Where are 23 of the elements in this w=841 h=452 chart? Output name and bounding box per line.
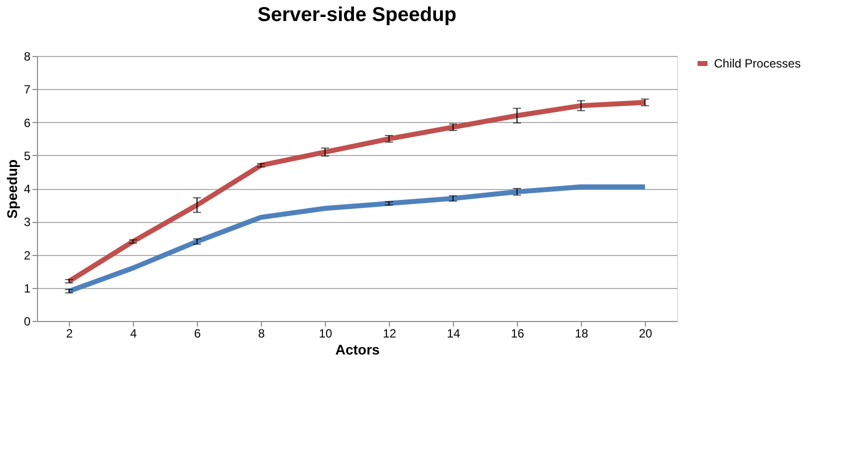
- x-axis-title: Actors: [335, 342, 380, 358]
- x-tick-label: 6: [194, 326, 202, 340]
- y-tick-label: 2: [24, 248, 31, 262]
- y-tick-label: 6: [24, 116, 31, 130]
- x-tick-label: 14: [446, 326, 460, 340]
- y-tick-label: 0: [24, 314, 31, 328]
- x-tick-label: 16: [510, 326, 524, 340]
- y-tick-label: 3: [24, 215, 31, 230]
- chart-title: Server-side Speedup: [258, 4, 456, 26]
- x-tick-label: 8: [258, 326, 266, 340]
- x-tick-label: 18: [574, 326, 588, 340]
- y-tick-label: 5: [24, 148, 31, 163]
- x-tick-label: 4: [130, 326, 138, 340]
- y-tick-label: 7: [24, 82, 31, 97]
- y-tick-label: 1: [24, 281, 31, 296]
- y-tick-label: 4: [24, 182, 31, 196]
- x-tick-label: 12: [382, 326, 396, 340]
- legend-label: Child Processes: [714, 56, 801, 70]
- y-axis-title: Speedup: [4, 159, 20, 219]
- x-tick-label: 20: [638, 326, 652, 340]
- y-tick-label: 8: [24, 50, 31, 64]
- x-tick-label: 2: [66, 326, 74, 340]
- x-tick-label: 10: [318, 326, 332, 340]
